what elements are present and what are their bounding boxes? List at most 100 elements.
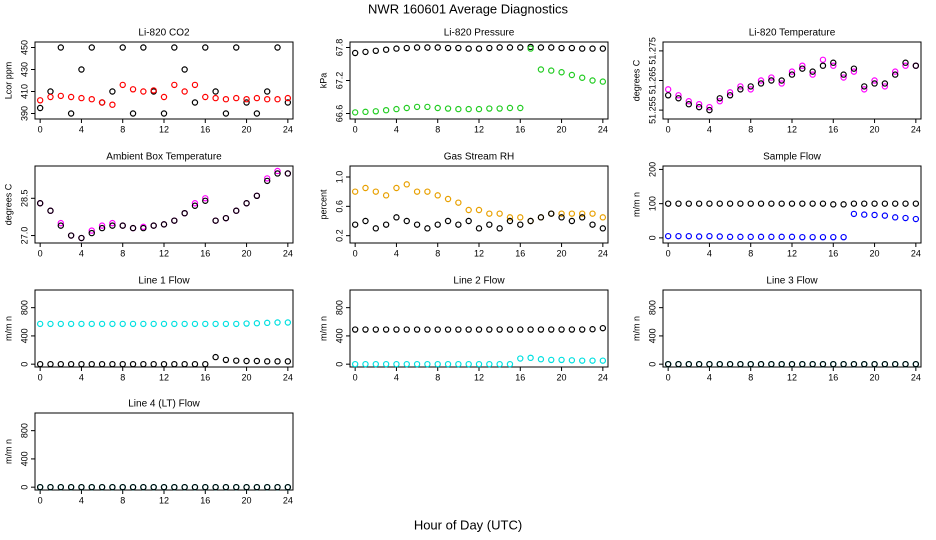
x-tick-label: 20 (242, 372, 252, 382)
data-point (424, 44, 431, 51)
data-point (403, 44, 410, 52)
data-point (181, 88, 188, 95)
data-point (202, 320, 209, 328)
data-point (486, 210, 493, 217)
data-point (98, 483, 106, 491)
data-point (36, 360, 44, 368)
data-point (558, 326, 565, 333)
y-tick-label: 0 (19, 362, 29, 367)
x-tick-label: 0 (353, 372, 358, 382)
x-tick-label: 12 (474, 124, 484, 134)
data-point (129, 110, 137, 117)
data-point (475, 45, 483, 52)
data-point (465, 45, 472, 52)
data-point (706, 360, 713, 368)
data-point (850, 360, 858, 368)
data-point (403, 326, 410, 333)
data-point (788, 360, 796, 368)
data-point (181, 209, 188, 217)
data-point (362, 184, 369, 192)
data-point (568, 44, 576, 52)
data-point (98, 360, 106, 368)
x-tick-label: 4 (79, 495, 84, 505)
data-point (455, 360, 462, 368)
x-tick-label: 8 (435, 248, 440, 258)
data-point (351, 49, 359, 57)
data-point (517, 44, 524, 51)
data-point (599, 324, 607, 332)
data-point (413, 44, 421, 51)
x-tick-label: 4 (394, 248, 399, 258)
data-point (372, 326, 379, 333)
data-point (475, 105, 483, 113)
data-point (850, 65, 858, 72)
data-point (912, 62, 920, 69)
panel-title: Line 2 Flow (453, 276, 505, 287)
x-tick-label: 24 (911, 248, 921, 258)
panel-title: Li-820 Temperature (749, 28, 836, 39)
data-point (171, 81, 178, 89)
y-tick-label: 67.8 (334, 39, 344, 57)
y-tick-label: 51.275 (647, 37, 657, 65)
data-point (579, 210, 586, 217)
data-point (253, 483, 261, 491)
data-point (264, 88, 271, 95)
data-point (171, 483, 178, 491)
x-tick-label: 16 (828, 372, 838, 382)
x-tick-label: 8 (435, 124, 440, 134)
data-point (685, 98, 693, 105)
data-point (119, 81, 126, 89)
data-point (253, 357, 261, 365)
data-point (861, 360, 868, 368)
x-axis-label: Hour of Day (UTC) (414, 517, 522, 532)
data-point (568, 357, 576, 364)
y-axis-label: m/m n (318, 316, 328, 341)
data-point (475, 326, 483, 333)
data-point (372, 225, 379, 232)
data-point (150, 87, 157, 94)
data-point (253, 320, 261, 327)
data-point (912, 200, 920, 207)
data-point (548, 44, 555, 51)
x-tick-label: 20 (557, 248, 567, 258)
data-point (78, 360, 85, 368)
y-axis-label: m/m n (631, 316, 641, 341)
y-axis-label: percent (318, 189, 328, 220)
data-point (67, 320, 75, 328)
data-point (881, 80, 889, 87)
data-point (222, 95, 230, 103)
data-point (88, 44, 95, 51)
figure-title: NWR 160601 Average Diagnostics (368, 1, 568, 16)
data-point (212, 94, 219, 102)
data-point (413, 360, 421, 368)
x-tick-label: 24 (283, 372, 293, 382)
y-tick-label: 27.0 (19, 227, 29, 245)
data-point (599, 225, 607, 232)
data-point (191, 99, 199, 106)
data-point (830, 201, 837, 208)
data-point (589, 326, 596, 333)
data-point (537, 214, 545, 221)
data-point (78, 66, 85, 73)
data-point (506, 104, 514, 112)
data-point (799, 65, 806, 72)
data-point (840, 233, 847, 241)
data-point (747, 86, 754, 93)
data-point (902, 360, 909, 368)
data-point (119, 320, 126, 328)
y-tick-label: 430 (19, 62, 29, 77)
data-point (706, 200, 713, 207)
x-tick-label: 12 (159, 495, 169, 505)
data-point (222, 214, 230, 222)
data-point (568, 326, 576, 333)
x-tick-label: 24 (283, 124, 293, 134)
data-point (840, 360, 847, 368)
data-point (88, 229, 95, 237)
data-point (202, 44, 209, 51)
data-point (892, 71, 899, 78)
data-point (819, 200, 827, 207)
data-point (98, 99, 106, 106)
data-point (527, 217, 534, 225)
data-point (757, 360, 765, 368)
data-point (788, 71, 796, 78)
